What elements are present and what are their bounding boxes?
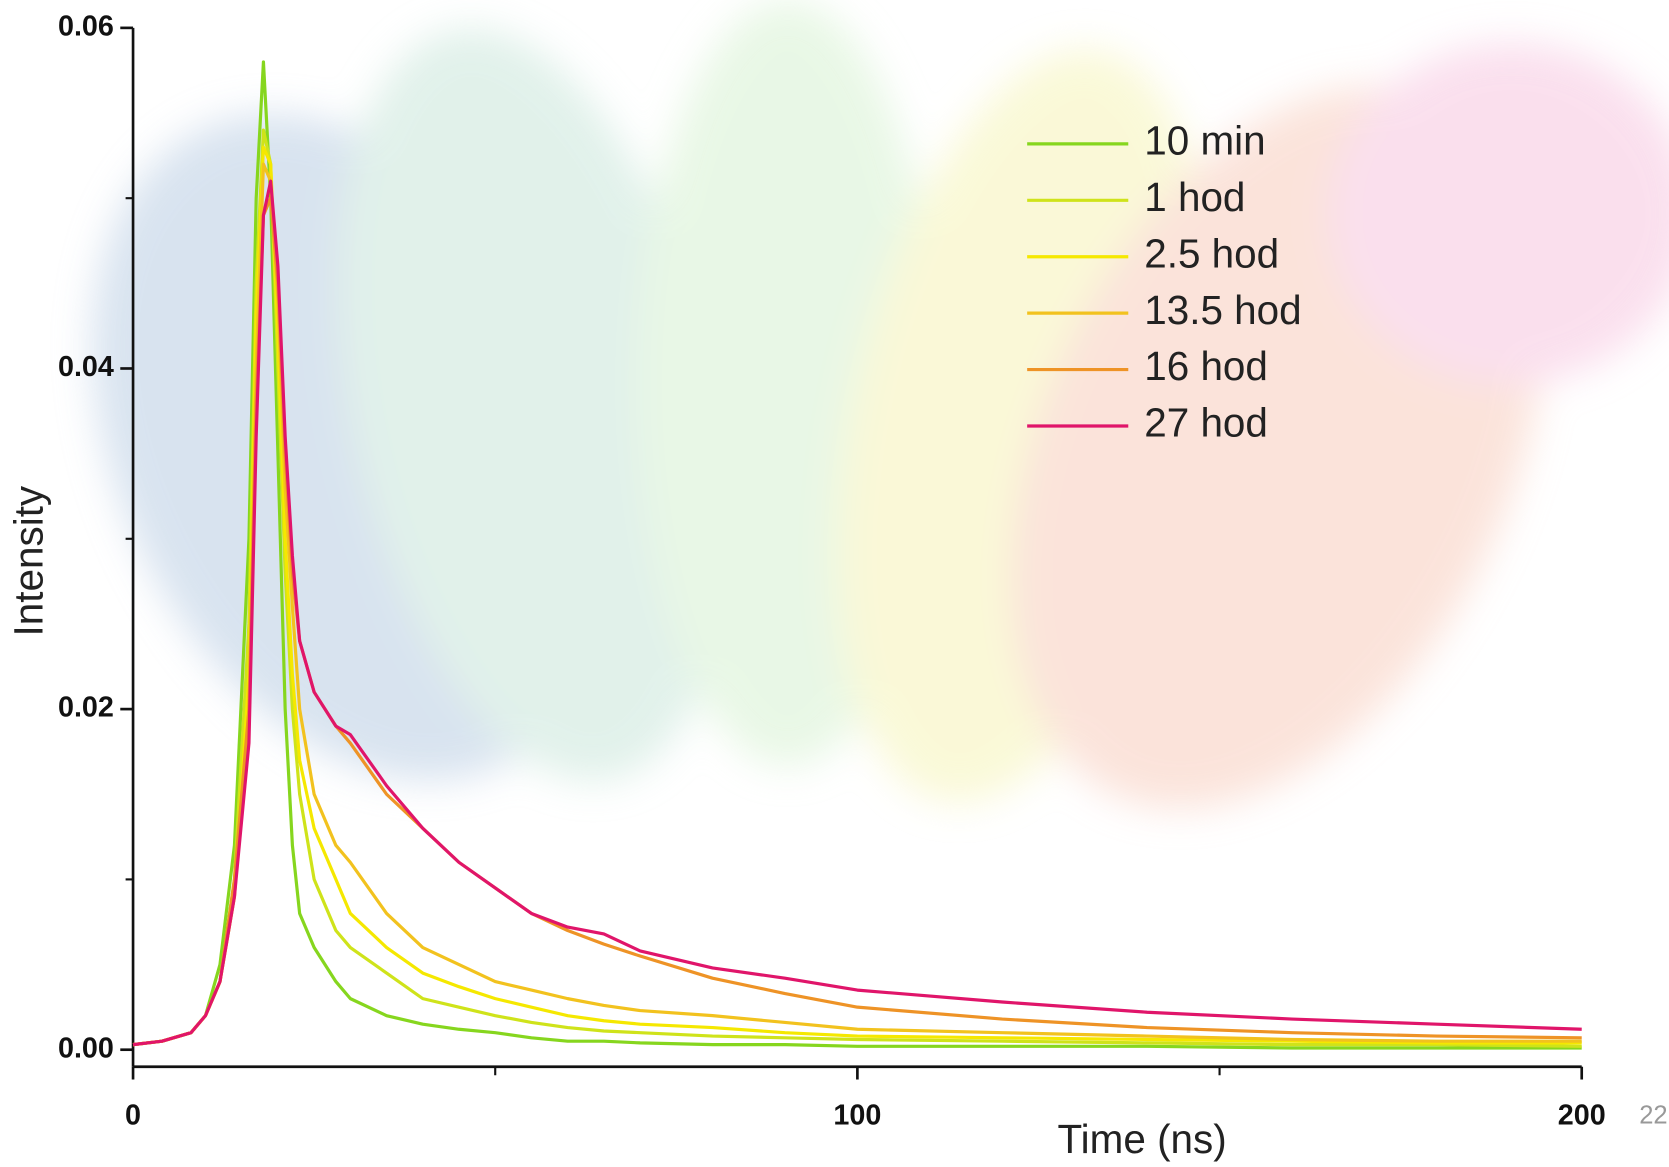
x-tick-label: 0 [125,1099,141,1131]
series-line [132,60,1582,1050]
legend-label: 10 min [1144,118,1265,164]
legend-label: 16 hod [1144,343,1268,389]
y-tick-label: 0.04 [58,351,114,383]
series-line [132,128,1582,1048]
legend-label: 27 hod [1144,400,1268,446]
legend-label: 13.5 hod [1144,287,1301,333]
series-line [132,179,1582,1047]
series-line [132,196,1582,1047]
y-tick-label: 0.00 [58,1032,114,1064]
y-tick-label: 0.02 [58,692,114,724]
background-photo [92,0,1669,809]
page-number: 22 [1639,1102,1667,1130]
legend-label: 2.5 hod [1144,230,1279,276]
x-tick-label: 100 [833,1099,881,1131]
x-axis-title: Time (ns) [1057,1116,1226,1162]
y-axis-title: Intensity [6,485,52,636]
legend-label: 1 hod [1144,174,1245,220]
y-tick-label: 0.06 [58,10,114,42]
x-tick-label: 200 [1558,1099,1606,1131]
